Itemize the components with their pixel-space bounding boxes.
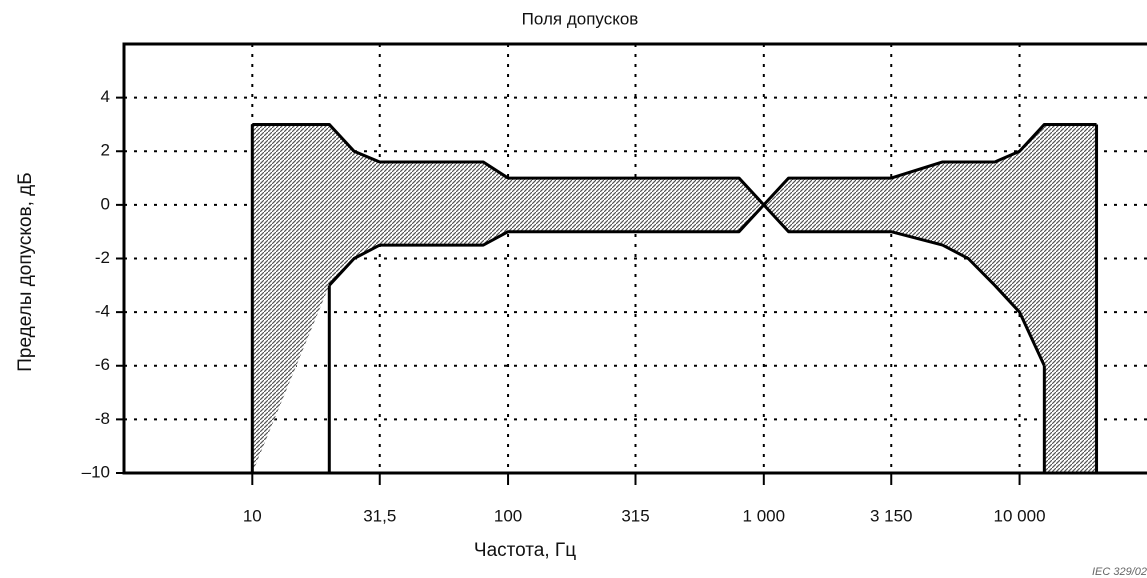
- limit-line: [252, 122, 1097, 207]
- x-tick-label: 10: [243, 506, 262, 525]
- x-axis-label: Частота, Гц: [474, 540, 576, 561]
- x-tick-label: 100: [494, 506, 522, 525]
- y-tick-label: -4: [95, 302, 110, 321]
- x-tick-label: 1 000: [743, 506, 786, 525]
- y-tick-label: -2: [95, 248, 110, 267]
- chart-title: Поля допусков: [522, 9, 639, 28]
- x-tick-label: 3 150: [870, 506, 913, 525]
- limit-line: [328, 203, 1046, 367]
- tolerance-band: [252, 124, 1097, 473]
- y-axis-label: Пределы допусков, дБ: [15, 172, 36, 371]
- y-tick-label: 2: [101, 141, 110, 160]
- x-tick-label: 315: [621, 506, 649, 525]
- y-tick-label: –10: [82, 462, 110, 481]
- x-tick-label: 31,5: [363, 506, 396, 525]
- y-tick-label: 0: [101, 194, 110, 213]
- x-tick-label: 10 000: [994, 506, 1046, 525]
- y-tick-label: -6: [95, 355, 110, 374]
- source-note: IEC 329/02: [1092, 566, 1147, 578]
- y-tick-label: 4: [101, 87, 110, 106]
- plot-frame: [122, 42, 1147, 475]
- y-tick-label: -8: [95, 409, 110, 428]
